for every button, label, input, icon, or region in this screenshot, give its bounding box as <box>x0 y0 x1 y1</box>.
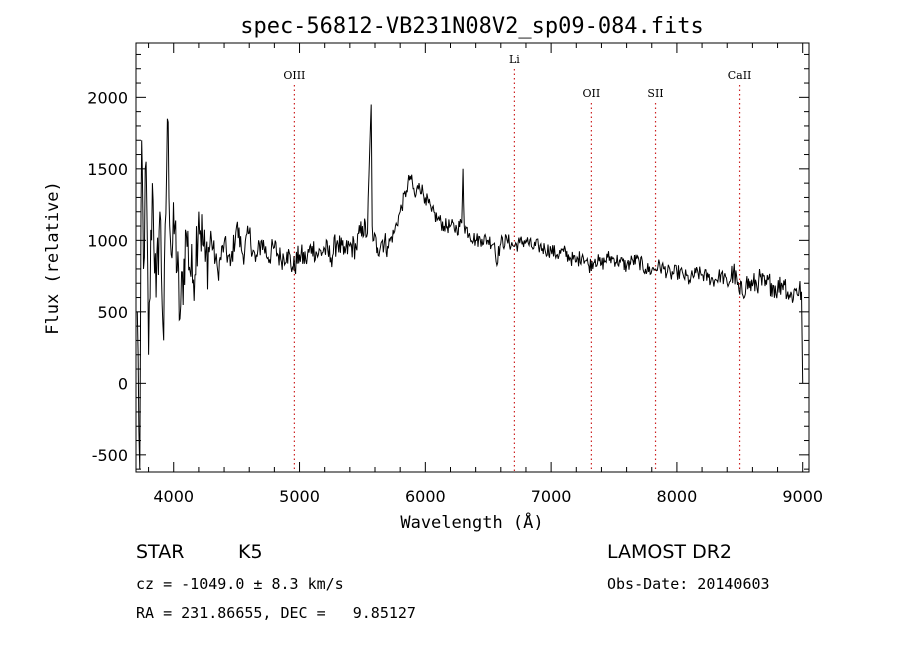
x-tick-label: 5000 <box>279 487 320 506</box>
y-tick-label: 2000 <box>87 88 128 107</box>
chart-title: spec-56812-VB231N08V2_sp09-084.fits <box>240 14 704 39</box>
marker-label: CaII <box>728 69 752 82</box>
object-subclass: K5 <box>238 541 263 563</box>
x-tick-label: 8000 <box>657 487 698 506</box>
x-tick-label: 6000 <box>405 487 446 506</box>
y-tick-label: 500 <box>97 303 128 322</box>
plot-frame <box>135 42 810 473</box>
marker-label: SII <box>647 87 663 100</box>
x-tick-label: 7000 <box>531 487 572 506</box>
marker-label: OIII <box>283 69 305 82</box>
x-tick-label: 4000 <box>153 487 194 506</box>
marker-label: Li <box>509 53 520 66</box>
x-axis-label: Wavelength (Å) <box>400 511 543 533</box>
x-tick-labels: 4000 5000 6000 7000 8000 9000 <box>153 487 823 506</box>
x-tick-label: 9000 <box>782 487 823 506</box>
y-tick-labels: -500 0 500 1000 1500 2000 <box>87 88 128 465</box>
axis-ticks <box>136 43 809 472</box>
y-tick-label: 1500 <box>87 160 128 179</box>
y-tick-label: 1000 <box>87 231 128 250</box>
y-tick-label: -500 <box>92 446 128 465</box>
survey-name: LAMOST DR2 <box>607 541 732 563</box>
y-tick-label: 0 <box>118 374 128 393</box>
obs-date-line: Obs-Date: 20140603 <box>607 575 770 593</box>
spectrum-line <box>136 104 804 470</box>
marker-label: OII <box>583 87 601 100</box>
emission-line-markers: OIII Li OII SII CaII <box>283 53 751 472</box>
object-type: STAR <box>136 541 185 563</box>
redshift-line: cz = -1049.0 ± 8.3 km/s <box>136 575 344 593</box>
y-axis-label: Flux (relative) <box>43 181 63 335</box>
radec-line: RA = 231.86655, DEC = 9.85127 <box>136 604 416 622</box>
